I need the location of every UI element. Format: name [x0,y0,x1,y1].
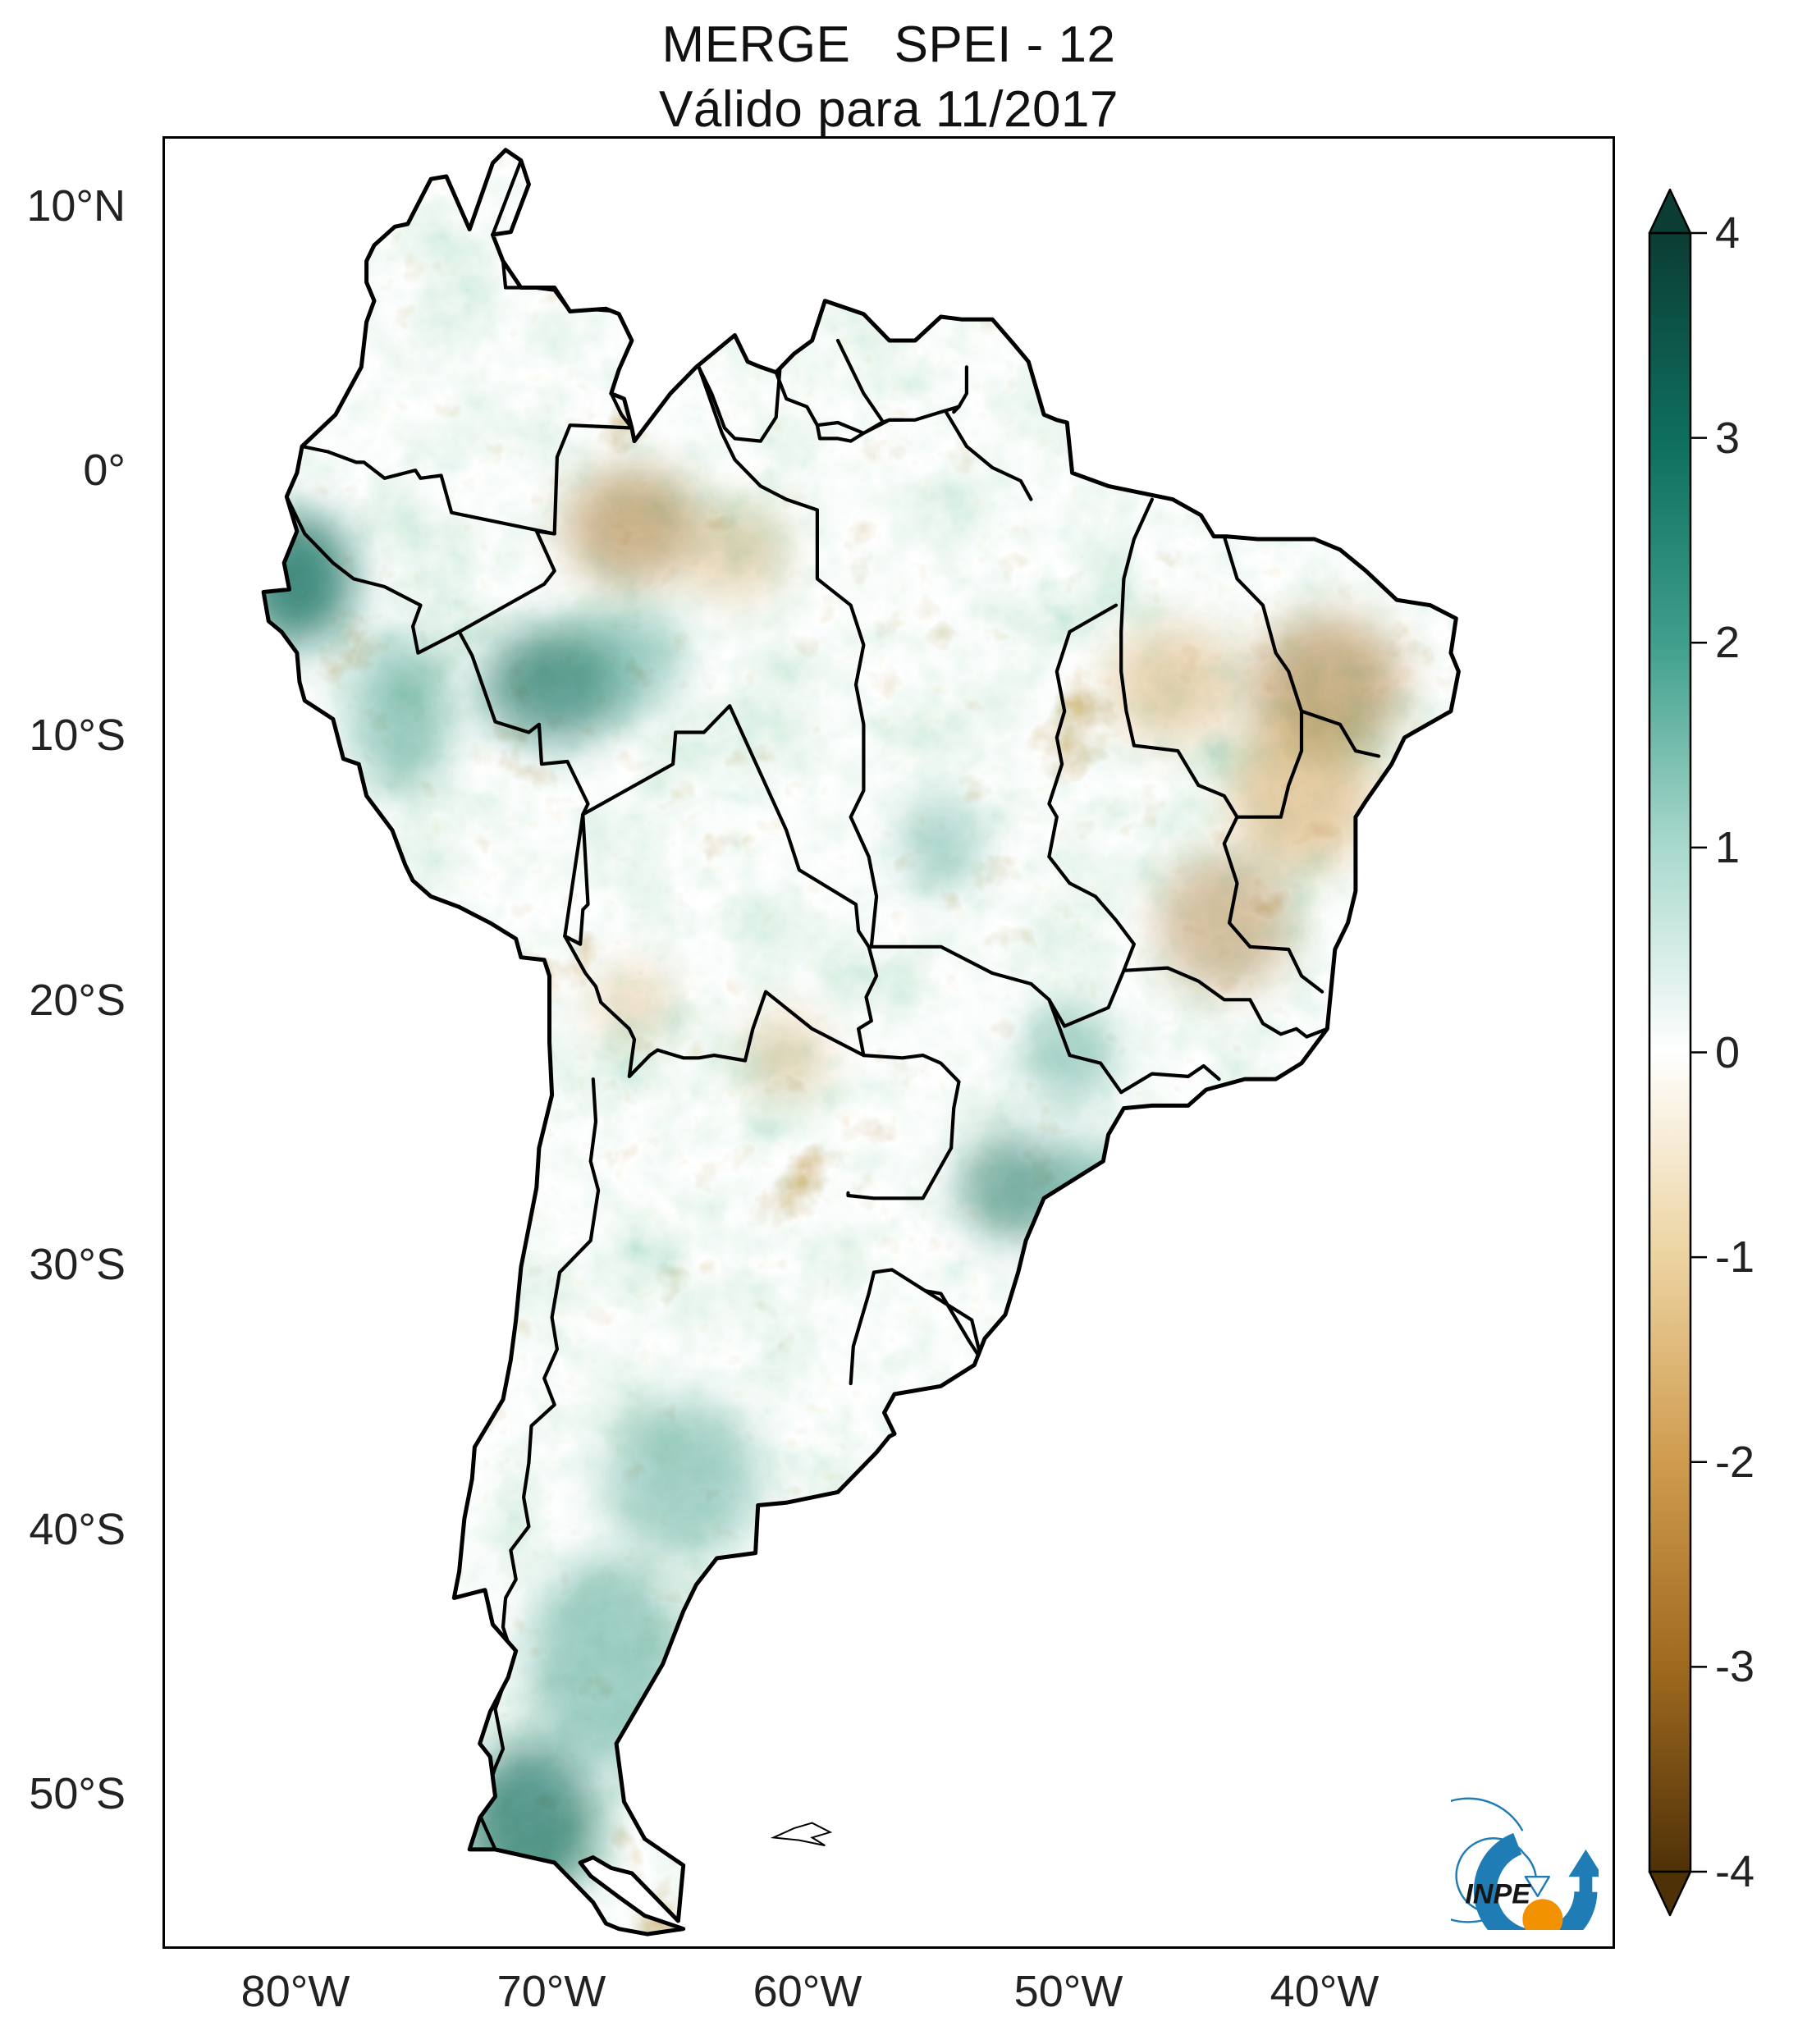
svg-text:INPE: INPE [1465,1879,1531,1910]
